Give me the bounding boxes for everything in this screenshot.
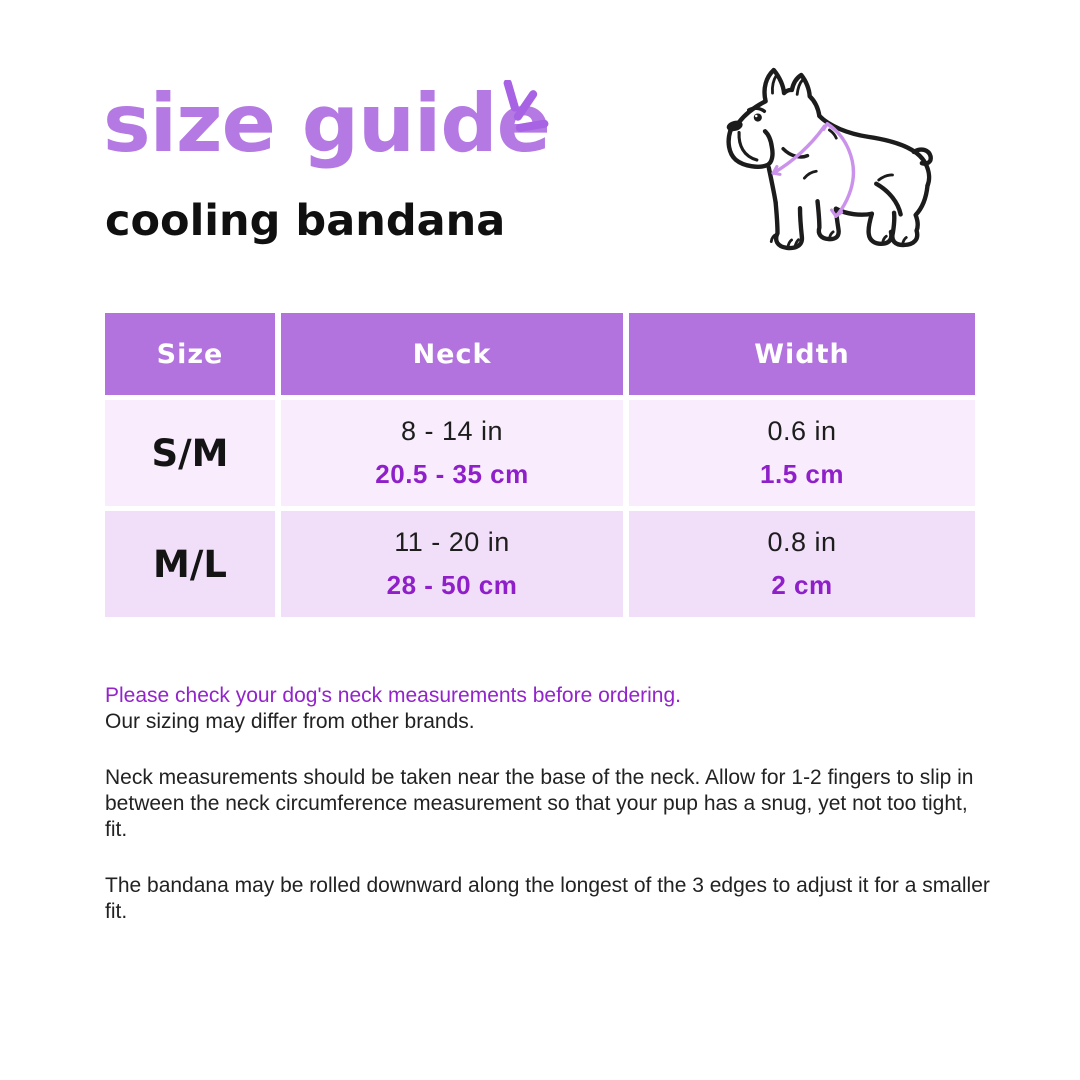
row-ml-size-label: M/L [105, 511, 275, 617]
width-inches-value: 0.8 in [767, 527, 837, 557]
neck-centimeters-value: 28 - 50 cm [386, 570, 518, 600]
column-header-width: Width [629, 313, 975, 395]
row-ml-neck-cell: 11 - 20 in 28 - 50 cm [281, 511, 623, 617]
note-sizing-differs: Our sizing may differ from other brands. [105, 710, 475, 733]
row-ml-width-cell: 0.8 in 2 cm [629, 511, 975, 617]
neck-measure-band [771, 122, 856, 218]
neck-inches-value: 11 - 20 in [394, 527, 510, 557]
width-centimeters-value: 1.5 cm [760, 459, 844, 489]
page-subtitle: cooling bandana [105, 196, 506, 246]
row-sm-width-cell: 0.6 in 1.5 cm [629, 400, 975, 506]
page-title: size guide [103, 77, 551, 170]
row-sm-size-label: S/M [105, 400, 275, 506]
neck-inches-value: 8 - 14 in [400, 416, 504, 446]
sizing-notes: Please check your dog's neck measurement… [105, 683, 990, 925]
row-sm-neck-cell: 8 - 14 in 20.5 - 35 cm [281, 400, 623, 506]
note-measurement-instructions: Neck measurements should be taken near t… [105, 766, 974, 841]
dog-eye [753, 113, 762, 122]
neck-centimeters-value: 20.5 - 35 cm [375, 459, 529, 489]
note-check-measurements: Please check your dog's neck measurement… [105, 684, 681, 707]
width-centimeters-value: 2 cm [771, 570, 833, 600]
size-table: Size Neck Width S/M 8 - 14 in 20.5 - 35 … [105, 313, 975, 617]
french-bulldog-illustration [726, 67, 933, 251]
sparkle-icon [503, 80, 549, 132]
column-header-size: Size [105, 313, 275, 395]
width-inches-value: 0.6 in [767, 416, 837, 446]
column-header-neck: Neck [281, 313, 623, 395]
note-adjustment-tip: The bandana may be rolled downward along… [105, 874, 990, 923]
